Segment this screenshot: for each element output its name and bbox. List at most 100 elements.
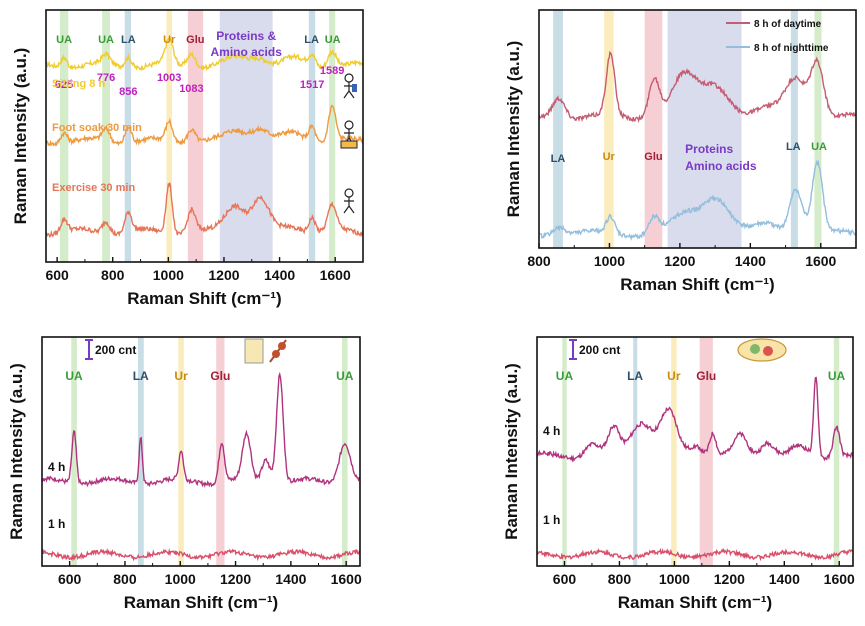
laptop-icon bbox=[352, 84, 357, 92]
band-label-ua: UA bbox=[336, 369, 354, 383]
band-la bbox=[553, 10, 563, 248]
series-line bbox=[45, 36, 364, 72]
band-label-ua: UA bbox=[56, 34, 72, 46]
band-label-glu: Glu bbox=[186, 34, 204, 46]
x-axis-label: Raman Shift (cm⁻¹) bbox=[127, 289, 281, 308]
band-label-ua: UA bbox=[811, 141, 827, 153]
band-ua bbox=[329, 10, 336, 262]
band-label-ur: Ur bbox=[667, 369, 681, 383]
band-label-la: LA bbox=[551, 153, 566, 165]
band-ua bbox=[71, 337, 77, 566]
band-la bbox=[124, 10, 132, 262]
x-tick-label: 1600 bbox=[320, 267, 351, 283]
band-label-glu: Glu bbox=[210, 369, 230, 383]
band-label-ua: UA bbox=[325, 34, 341, 46]
plot-frame bbox=[536, 336, 854, 567]
chart-panel-a: 600 800 1000 1200 1400 1600 Raman Shift (cm⁻¹)… bbox=[11, 9, 364, 308]
band-label-ur: Ur bbox=[174, 369, 188, 383]
amino-acids-label: Amino acids bbox=[685, 159, 757, 173]
x-tick-label: 1200 bbox=[220, 571, 251, 587]
plot-frame bbox=[41, 336, 361, 567]
x-tick-label: 1000 bbox=[594, 253, 625, 269]
person-foot-soak-icon bbox=[343, 120, 355, 146]
person-sitting-icon bbox=[343, 73, 355, 99]
icon-head bbox=[344, 73, 354, 83]
icon-body bbox=[343, 129, 355, 146]
salad-plate-icon bbox=[737, 338, 787, 362]
peak-position-label: 625 bbox=[55, 79, 73, 91]
tomato-icon bbox=[763, 346, 773, 356]
plot-frame bbox=[45, 9, 364, 263]
icon-head bbox=[344, 120, 354, 130]
peak-position-label: 1003 bbox=[157, 72, 181, 84]
series-line bbox=[45, 104, 364, 147]
x-tick-label: 1400 bbox=[264, 267, 295, 283]
series-line bbox=[538, 159, 857, 241]
scale-bar-label: 200 cnt bbox=[95, 343, 136, 357]
band-la bbox=[790, 10, 798, 248]
plot-frame bbox=[538, 9, 857, 249]
y-axis-label: Raman Intensity (a.u.) bbox=[11, 48, 30, 225]
lettuce-icon bbox=[750, 344, 760, 354]
band-ur bbox=[671, 337, 677, 566]
band-la bbox=[308, 10, 316, 262]
icon-body bbox=[343, 82, 355, 99]
proteins-label: Proteins & bbox=[216, 29, 276, 43]
x-tick-label: 800 bbox=[608, 571, 632, 587]
band-label-ua: UA bbox=[98, 34, 114, 46]
band-label-glu: Glu bbox=[696, 369, 716, 383]
x-tick-label: 1000 bbox=[165, 571, 196, 587]
proteins-label: Proteins bbox=[685, 142, 733, 156]
band-la bbox=[633, 337, 638, 566]
x-tick-label: 1000 bbox=[659, 571, 690, 587]
band-label-ua: UA bbox=[65, 369, 83, 383]
chart-panel-b: 800 1000 1200 1400 1600 Raman Shift (cm⁻¹) Ram… bbox=[504, 9, 857, 294]
x-tick-label: 800 bbox=[101, 267, 125, 283]
band-label-la: LA bbox=[627, 369, 643, 383]
series-name-label: Exercise 30 min bbox=[52, 182, 135, 194]
band-prot bbox=[667, 10, 742, 248]
series-name-label: Foot soak 30 min bbox=[52, 122, 142, 134]
series-line bbox=[41, 371, 361, 488]
x-axis-label: Raman Shift (cm⁻¹) bbox=[620, 275, 774, 294]
scale-bar-label: 200 cnt bbox=[579, 343, 620, 357]
band-glu bbox=[699, 337, 713, 566]
series-name-label: Sitting 8 h bbox=[52, 78, 105, 90]
x-tick-label: 600 bbox=[553, 571, 577, 587]
x-tick-label: 800 bbox=[527, 253, 551, 269]
series-line bbox=[538, 50, 857, 124]
basin-icon bbox=[340, 140, 358, 149]
x-tick-label: 1600 bbox=[805, 253, 836, 269]
band-glu bbox=[644, 10, 663, 248]
band-prot bbox=[219, 10, 273, 262]
plate-icon bbox=[737, 338, 787, 362]
band-label-ua: UA bbox=[828, 369, 846, 383]
band-label-la: LA bbox=[121, 34, 136, 46]
peak-position-label: 776 bbox=[97, 72, 115, 84]
band-label-ua: UA bbox=[556, 369, 574, 383]
band-ur bbox=[166, 10, 172, 262]
meat-icon bbox=[272, 350, 280, 358]
x-tick-label: 1600 bbox=[331, 571, 362, 587]
band-label-ur: Ur bbox=[603, 151, 616, 163]
band-label-la: LA bbox=[133, 369, 149, 383]
x-tick-label: 1400 bbox=[735, 253, 766, 269]
band-label-la: LA bbox=[304, 34, 319, 46]
peak-position-label: 1589 bbox=[320, 65, 344, 77]
glass-icon bbox=[244, 338, 264, 364]
series-line bbox=[536, 376, 854, 463]
drink-and-skewer-icon bbox=[244, 338, 287, 364]
band-la bbox=[137, 337, 144, 566]
band-label-glu: Glu bbox=[644, 151, 662, 163]
x-tick-label: 800 bbox=[113, 571, 137, 587]
band-ur bbox=[604, 10, 614, 248]
y-axis-label: Raman Intensity (a.u.) bbox=[502, 363, 521, 540]
series-name-label: 4 h bbox=[543, 424, 560, 438]
band-ua bbox=[814, 10, 822, 248]
x-tick-label: 1400 bbox=[769, 571, 800, 587]
peak-position-label: 1083 bbox=[179, 83, 203, 95]
icon-head bbox=[344, 188, 354, 198]
band-ua bbox=[833, 337, 840, 566]
x-tick-label: 1600 bbox=[824, 571, 855, 587]
